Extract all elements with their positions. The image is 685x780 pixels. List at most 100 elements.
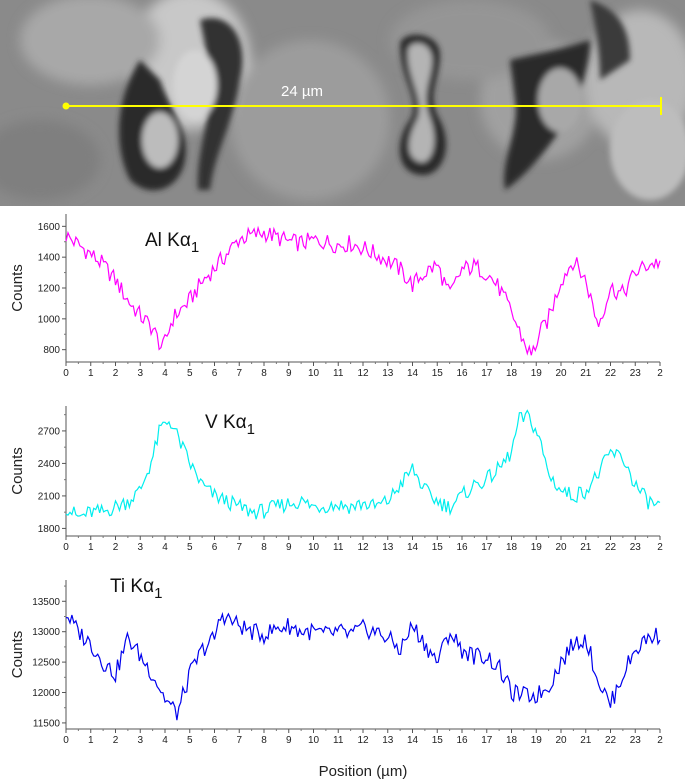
x-tick-label: 20 xyxy=(555,735,567,746)
x-tick-label: 13 xyxy=(382,542,394,553)
y-tick-label: 12500 xyxy=(32,658,60,669)
y-axis-title: Counts xyxy=(9,264,26,312)
x-tick-label: 11 xyxy=(333,735,344,746)
x-tick-label: 8 xyxy=(261,368,267,379)
x-tick-label: 11 xyxy=(333,368,344,379)
y-tick-label: 2700 xyxy=(38,426,61,437)
x-tick-label: 12 xyxy=(357,368,369,379)
x-tick-label: 9 xyxy=(286,542,292,553)
element-label-main: Ti Kα xyxy=(110,576,154,597)
x-tick-label: 17 xyxy=(481,542,493,553)
x-tick-label: 21 xyxy=(580,735,592,746)
x-tick-label: 10 xyxy=(308,368,320,379)
x-tick-label: 2 xyxy=(113,368,119,379)
x-tick-label: 4 xyxy=(162,542,168,553)
x-tick-label: 19 xyxy=(531,542,543,553)
x-tick-label: 19 xyxy=(531,735,543,746)
x-axis-title: Position (µm) xyxy=(319,763,408,780)
x-tick-label: 9 xyxy=(286,735,292,746)
x-tick-label: 3 xyxy=(137,735,143,746)
x-tick-label: 2 xyxy=(657,368,663,379)
x-tick-label: 5 xyxy=(187,542,193,553)
sem-micrograph: 24 µm xyxy=(0,0,685,206)
x-tick-label: 23 xyxy=(630,368,642,379)
series-line xyxy=(65,409,661,520)
x-tick-label: 1 xyxy=(88,368,94,379)
element-label-subscript: 1 xyxy=(154,585,162,602)
x-tick-label: 0 xyxy=(63,542,69,553)
x-tick-label: 11 xyxy=(333,542,344,553)
x-tick-label: 16 xyxy=(456,735,468,746)
x-tick-label: 23 xyxy=(630,542,642,553)
x-tick-label: 5 xyxy=(187,368,193,379)
x-tick-label: 17 xyxy=(481,368,493,379)
x-tick-label: 23 xyxy=(630,735,642,746)
x-tick-label: 2 xyxy=(113,735,119,746)
x-tick-label: 4 xyxy=(162,368,168,379)
x-tick-label: 17 xyxy=(481,735,493,746)
x-tick-label: 20 xyxy=(555,368,567,379)
x-tick-label: 2 xyxy=(657,542,663,553)
y-tick-label: 1400 xyxy=(38,253,61,264)
element-label: Ti Kα1 xyxy=(110,576,162,602)
x-tick-label: 0 xyxy=(63,735,69,746)
y-tick-label: 2400 xyxy=(38,459,61,470)
x-tick-label: 13 xyxy=(382,735,394,746)
x-tick-label: 18 xyxy=(506,735,518,746)
x-tick-label: 18 xyxy=(506,368,518,379)
x-tick-label: 21 xyxy=(580,368,592,379)
element-label-main: Al Kα xyxy=(145,230,191,251)
y-axis-title: Counts xyxy=(9,447,26,495)
x-tick-label: 7 xyxy=(236,368,242,379)
x-tick-label: 14 xyxy=(407,368,419,379)
x-tick-label: 3 xyxy=(137,542,143,553)
y-tick-label: 13000 xyxy=(32,627,60,638)
x-tick-label: 14 xyxy=(407,735,419,746)
sem-dark-features xyxy=(119,0,685,200)
x-tick-label: 4 xyxy=(162,735,168,746)
x-tick-label: 2 xyxy=(657,735,663,746)
y-tick-label: 12000 xyxy=(32,688,60,699)
element-label-subscript: 1 xyxy=(247,421,255,438)
x-tick-label: 7 xyxy=(236,735,242,746)
y-tick-label: 1200 xyxy=(38,284,61,295)
y-axis-title: Counts xyxy=(9,631,26,679)
x-tick-label: 2 xyxy=(113,542,119,553)
x-tick-label: 1 xyxy=(88,542,94,553)
x-tick-label: 16 xyxy=(456,542,468,553)
element-label: Al Kα1 xyxy=(145,230,199,256)
element-label: V Kα1 xyxy=(205,412,255,438)
x-tick-label: 8 xyxy=(261,735,267,746)
y-tick-label: 2100 xyxy=(38,491,61,502)
x-tick-label: 20 xyxy=(555,542,567,553)
x-tick-label: 3 xyxy=(137,368,143,379)
x-tick-label: 18 xyxy=(506,542,518,553)
x-tick-label: 15 xyxy=(432,735,444,746)
x-tick-label: 10 xyxy=(308,735,320,746)
y-tick-label: 11500 xyxy=(33,718,61,729)
x-tick-label: 15 xyxy=(432,542,444,553)
series-line xyxy=(65,225,661,356)
x-tick-label: 1 xyxy=(88,735,94,746)
x-tick-label: 16 xyxy=(456,368,468,379)
x-tick-label: 13 xyxy=(382,368,394,379)
scale-bar-start-marker xyxy=(62,102,70,110)
x-tick-label: 7 xyxy=(236,542,242,553)
x-tick-label: 22 xyxy=(605,735,617,746)
element-label-main: V Kα xyxy=(205,412,247,433)
y-tick-label: 800 xyxy=(43,345,60,356)
x-tick-label: 22 xyxy=(605,542,617,553)
x-tick-label: 5 xyxy=(187,735,193,746)
y-tick-label: 13500 xyxy=(32,597,60,608)
x-tick-label: 6 xyxy=(212,735,218,746)
y-tick-label: 1000 xyxy=(38,314,61,325)
x-tick-label: 9 xyxy=(286,368,292,379)
series-line xyxy=(65,611,661,721)
x-tick-label: 22 xyxy=(605,368,617,379)
x-tick-label: 0 xyxy=(63,368,69,379)
x-tick-label: 6 xyxy=(212,542,218,553)
